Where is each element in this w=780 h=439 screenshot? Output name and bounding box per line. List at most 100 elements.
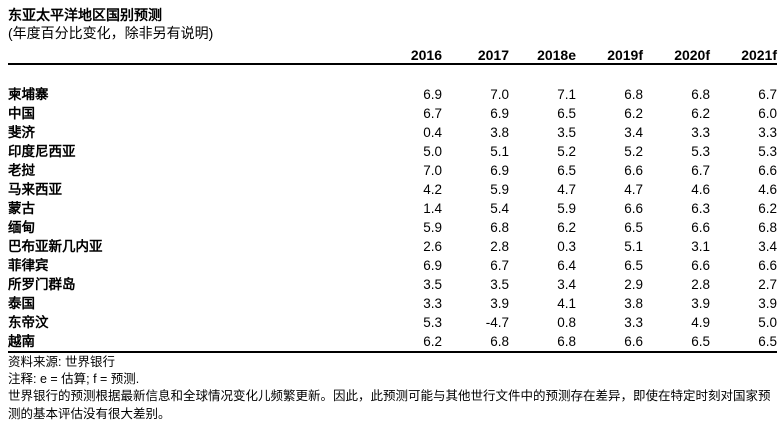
value-cell: 6.7: [691, 163, 710, 178]
country-name: 缅甸: [8, 220, 35, 235]
value-cell: 6.3: [691, 201, 710, 216]
value-cell: 4.2: [423, 182, 442, 197]
page-title: 东亚太平洋地区国别预测: [8, 7, 162, 23]
value-cell: 1.4: [423, 201, 442, 216]
value-cell: 3.3: [758, 125, 777, 140]
value-cell: 6.7: [490, 258, 509, 273]
year-column-header: 2016: [410, 47, 442, 63]
value-cell: 5.0: [423, 144, 442, 159]
value-cell: 6.6: [691, 258, 710, 273]
table-row: 印度尼西亚 5.0 5.1 5.2 5.2 5.3 5.3: [8, 142, 777, 161]
value-cell: 3.9: [758, 296, 777, 311]
country-name: 泰国: [8, 296, 35, 311]
value-cell: 6.0: [758, 106, 777, 121]
value-cell: 6.2: [691, 106, 710, 121]
country-name: 斐济: [8, 125, 35, 140]
value-cell: 6.7: [423, 106, 442, 121]
value-cell: 6.2: [624, 106, 643, 121]
value-cell: 5.3: [758, 144, 777, 159]
forecast-report: 东亚太平洋地区国别预测 (年度百分比变化，除非另有说明) 2016 2017 201…: [8, 7, 777, 423]
value-cell: 0.3: [557, 239, 576, 254]
country-name: 东帝汶: [8, 315, 49, 330]
year-column-header: 2018e: [537, 47, 576, 63]
value-cell: 0.4: [423, 125, 442, 140]
value-cell: 3.3: [423, 296, 442, 311]
table-row: 泰国 3.3 3.9 4.1 3.8 3.9 3.9: [8, 294, 777, 313]
table-body: 柬埔寨 6.9 7.0 7.1 6.8 6.8 6.7 中国 6.7 6.9 6.5 6.2 6.2 6.…: [8, 64, 777, 352]
value-cell: 2.6: [423, 239, 442, 254]
country-column-header: [8, 42, 375, 64]
table-row: 越南 6.2 6.8 6.8 6.6 6.5 6.5: [8, 332, 777, 352]
value-cell: 3.5: [490, 277, 509, 292]
year-column-header: 2020f: [674, 47, 710, 63]
value-cell: 6.6: [758, 163, 777, 178]
value-cell: 6.6: [624, 334, 643, 349]
value-cell: 6.5: [557, 106, 576, 121]
value-cell: 6.2: [758, 201, 777, 216]
footer: 资料来源: 世界银行 注释: e = 估算; f = 预测. 世界银行的预测根据…: [8, 354, 777, 423]
value-cell: 5.3: [423, 315, 442, 330]
value-cell: 2.9: [624, 277, 643, 292]
value-cell: 3.4: [758, 239, 777, 254]
table-row: 柬埔寨 6.9 7.0 7.1 6.8 6.8 6.7: [8, 64, 777, 104]
value-cell: 5.3: [691, 144, 710, 159]
table-row: 缅甸 5.9 6.8 6.2 6.5 6.6 6.8: [8, 218, 777, 237]
value-cell: 5.9: [490, 182, 509, 197]
value-cell: 5.9: [557, 201, 576, 216]
disclaimer-text: 世界银行的预测根据最新信息和全球情况变化儿频繁更新。因此，此预测可能与其他世行文…: [8, 389, 771, 421]
year-column-header: 2017: [477, 47, 509, 63]
value-cell: 7.0: [490, 87, 509, 102]
value-cell: 7.1: [557, 87, 576, 102]
value-cell: 6.6: [624, 163, 643, 178]
value-cell: 3.5: [557, 125, 576, 140]
value-cell: 6.5: [624, 258, 643, 273]
value-cell: 6.5: [624, 220, 643, 235]
value-cell: 4.1: [557, 296, 576, 311]
source-note: 资料来源: 世界银行: [8, 355, 115, 369]
value-cell: 6.7: [758, 87, 777, 102]
country-name: 越南: [8, 334, 35, 349]
value-cell: 6.6: [624, 201, 643, 216]
value-cell: 6.5: [557, 163, 576, 178]
value-cell: 7.0: [423, 163, 442, 178]
value-cell: 3.3: [624, 315, 643, 330]
table-row: 所罗门群岛 3.5 3.5 3.4 2.9 2.8 2.7: [8, 275, 777, 294]
value-cell: 6.5: [691, 334, 710, 349]
country-name: 柬埔寨: [8, 87, 49, 102]
country-name: 巴布亚新几内亚: [8, 239, 103, 254]
value-cell: 6.5: [758, 334, 777, 349]
value-cell: 3.4: [624, 125, 643, 140]
value-cell: 4.6: [758, 182, 777, 197]
value-cell: 3.9: [490, 296, 509, 311]
table-row: 菲律宾 6.9 6.7 6.4 6.5 6.6 6.6: [8, 256, 777, 275]
value-cell: 6.4: [557, 258, 576, 273]
value-cell: 6.9: [423, 87, 442, 102]
country-name: 菲律宾: [8, 258, 49, 273]
value-cell: 5.2: [624, 144, 643, 159]
value-cell: 3.3: [691, 125, 710, 140]
value-cell: 6.8: [624, 87, 643, 102]
forecast-table: 2016 2017 2018e 2019f 2020f 2021f 柬埔寨 6.9 7.0 7.…: [8, 42, 777, 353]
country-name: 蒙古: [8, 201, 35, 216]
value-cell: 3.1: [691, 239, 710, 254]
country-name: 马来西亚: [8, 182, 62, 197]
value-cell: 6.2: [557, 220, 576, 235]
value-cell: 4.7: [557, 182, 576, 197]
value-cell: 3.5: [423, 277, 442, 292]
table-row: 老挝 7.0 6.9 6.5 6.6 6.7 6.6: [8, 161, 777, 180]
year-column-header: 2019f: [607, 47, 643, 63]
country-name: 老挝: [8, 163, 35, 178]
value-cell: 6.8: [557, 334, 576, 349]
table-row: 巴布亚新几内亚 2.6 2.8 0.3 5.1 3.1 3.4: [8, 237, 777, 256]
value-cell: 6.8: [758, 220, 777, 235]
value-cell: 2.8: [490, 239, 509, 254]
country-name: 中国: [8, 106, 35, 121]
country-name: 所罗门群岛: [8, 277, 76, 292]
value-cell: 3.4: [557, 277, 576, 292]
value-cell: 6.9: [490, 106, 509, 121]
value-cell: 6.9: [490, 163, 509, 178]
table-row: 中国 6.7 6.9 6.5 6.2 6.2 6.0: [8, 104, 777, 123]
table-row: 蒙古 1.4 5.4 5.9 6.6 6.3 6.2: [8, 199, 777, 218]
value-cell: 6.8: [490, 220, 509, 235]
value-cell: 4.6: [691, 182, 710, 197]
